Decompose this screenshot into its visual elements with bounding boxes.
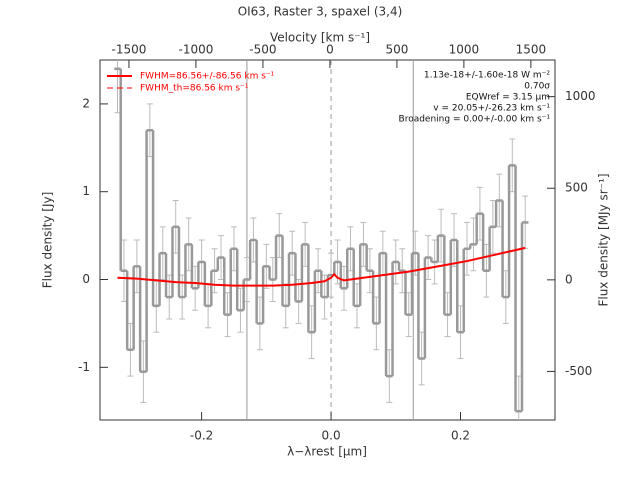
y-tick-label: -1: [78, 360, 90, 374]
fit-line: [117, 246, 526, 287]
x-axis-label: λ−λrest [μm]: [287, 445, 367, 459]
annotation: EQWref = 3.15 μm: [466, 93, 550, 103]
y-tick-label: 2: [82, 96, 90, 110]
annotation: v = 20.05+/-26.23 km s⁻¹: [433, 104, 550, 114]
x-tick-label: 0.2: [451, 429, 470, 443]
x-tick-label: -0.2: [190, 429, 213, 443]
y-tick-label: 0: [82, 272, 90, 286]
x2-tick-label: 1500: [516, 43, 547, 57]
annotation: 1.13e-18+/-1.60e-18 W m⁻²: [424, 71, 551, 81]
legend-label: FWHM_th=86.56 km s⁻¹: [140, 84, 249, 94]
y2-tick-label: -500: [565, 364, 592, 378]
x2-tick-label: -500: [249, 43, 276, 57]
x2-tick-label: -1500: [112, 43, 147, 57]
y2-tick-label: 500: [565, 181, 588, 195]
annotation: Broadening = 0.00+/-0.00 km s⁻¹: [399, 115, 551, 125]
plot-frame: [99, 59, 556, 421]
x2-tick-label: 1000: [449, 43, 480, 57]
x-tick-label: 0.0: [322, 429, 341, 443]
annotation: 0.70σ: [524, 82, 550, 92]
y2-axis-label: Flux density [MJy sr⁻¹]: [597, 173, 611, 306]
legend-label: FWHM=86.56+/-86.56 km s⁻¹: [140, 72, 275, 82]
y-axis-label: Flux density [Jy]: [41, 192, 55, 289]
y2-tick-label: 0: [565, 272, 573, 286]
chart-title: OI63, Raster 3, spaxel (3,4): [238, 5, 403, 19]
x2-tick-label: 500: [385, 43, 408, 57]
x2-tick-label: 0: [326, 43, 334, 57]
y2-tick-label: 1000: [565, 89, 596, 103]
y-tick-label: 1: [82, 184, 90, 198]
plot-area: [114, 60, 529, 420]
x2-axis-label: Velocity [km s⁻¹]: [270, 31, 370, 45]
x2-tick-label: -1000: [178, 43, 213, 57]
